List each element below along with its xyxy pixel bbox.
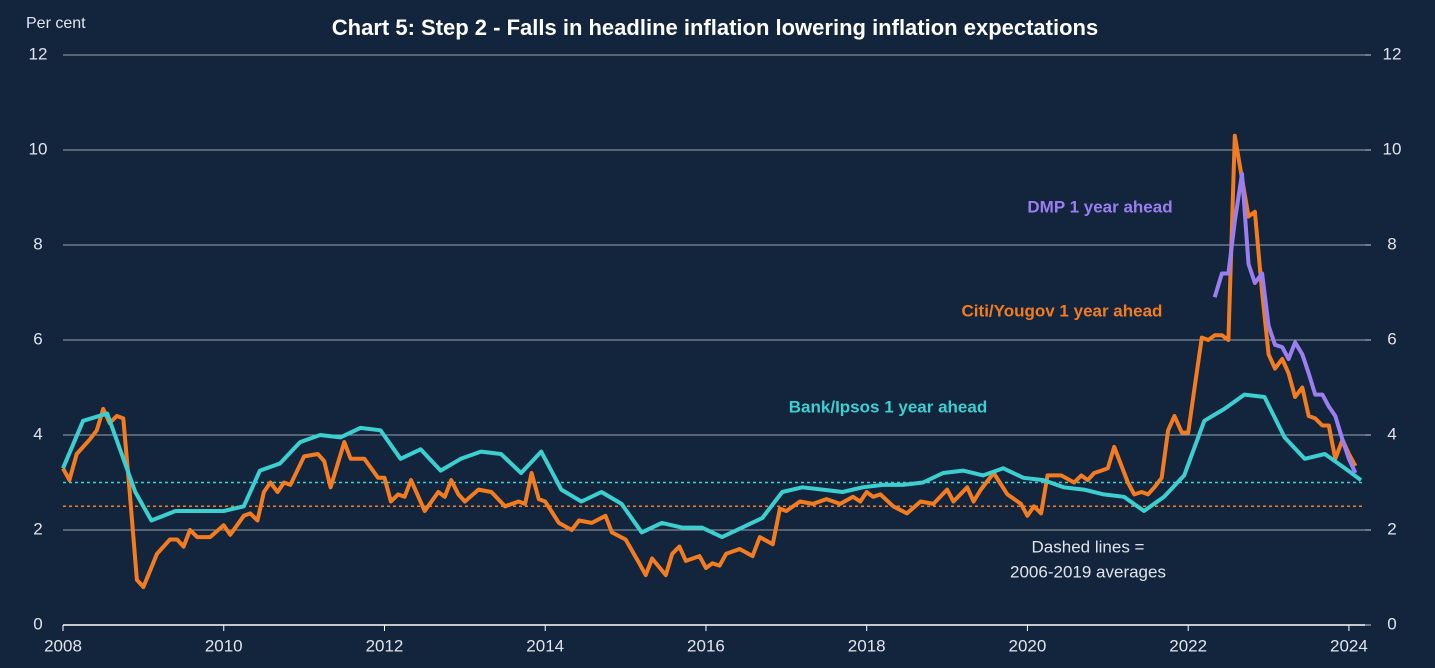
- y-axis-label: Per cent: [26, 15, 86, 32]
- y-tick-label: 2: [33, 519, 42, 538]
- chart-title: Chart 5: Step 2 - Falls in headline infl…: [332, 15, 1098, 40]
- y-tick-label: 10: [29, 139, 48, 158]
- x-tick-label: 2020: [1009, 636, 1047, 655]
- series-label: DMP 1 year ahead: [1027, 197, 1172, 216]
- y2-tick-label: 10: [1383, 139, 1402, 158]
- x-tick-label: 2008: [44, 636, 82, 655]
- series-line: [61, 392, 1363, 540]
- x-tick-label: 2010: [205, 636, 243, 655]
- y2-tick-label: 4: [1387, 424, 1396, 443]
- x-tick-label: 2018: [848, 636, 886, 655]
- series-label: Citi/Yougov 1 year ahead: [962, 301, 1163, 320]
- y-tick-label: 0: [33, 614, 42, 633]
- y-tick-label: 12: [29, 44, 48, 63]
- annotation: Dashed lines =: [1032, 537, 1145, 556]
- x-tick-label: 2024: [1330, 636, 1368, 655]
- series-line: [61, 133, 1358, 589]
- annotation: 2006-2019 averages: [1010, 562, 1166, 581]
- y2-tick-label: 12: [1383, 44, 1402, 63]
- y2-tick-label: 8: [1387, 234, 1396, 253]
- y2-tick-label: 6: [1387, 329, 1396, 348]
- y-tick-label: 4: [33, 424, 42, 443]
- x-tick-label: 2012: [366, 636, 404, 655]
- x-tick-label: 2016: [687, 636, 725, 655]
- y-tick-label: 8: [33, 234, 42, 253]
- x-tick-label: 2022: [1169, 636, 1207, 655]
- y2-tick-label: 2: [1387, 519, 1396, 538]
- y-tick-label: 6: [33, 329, 42, 348]
- y2-tick-label: 0: [1387, 614, 1396, 633]
- x-tick-label: 2014: [526, 636, 564, 655]
- series-label: Bank/Ipsos 1 year ahead: [789, 397, 987, 416]
- series-line: [1212, 171, 1358, 474]
